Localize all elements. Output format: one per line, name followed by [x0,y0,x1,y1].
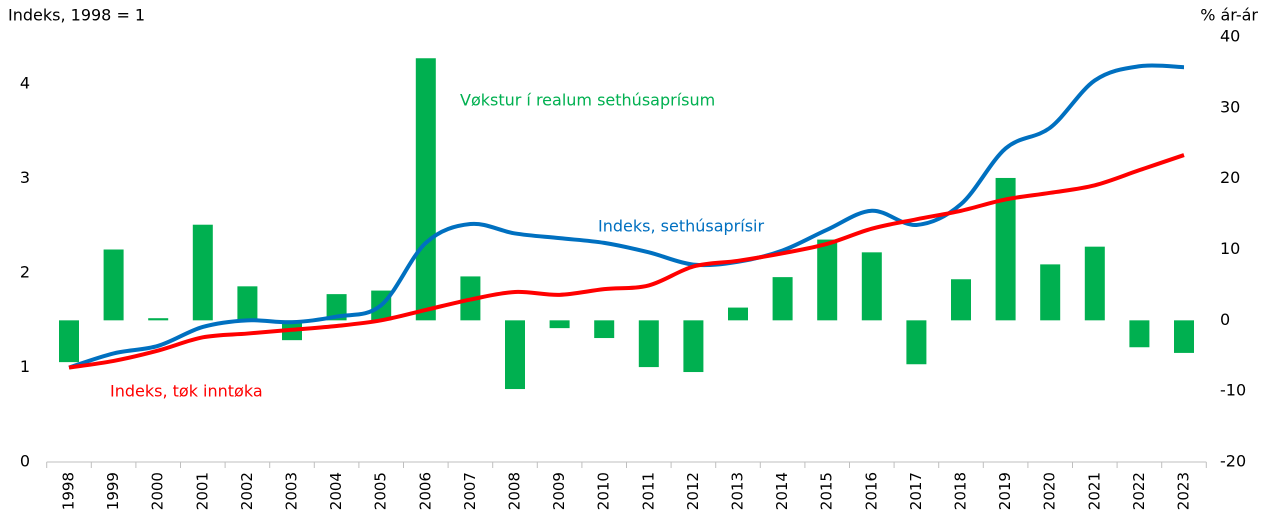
x-tick-label: 2014 [773,472,791,510]
bar [683,320,704,373]
bar [192,224,213,321]
x-tick-label: 2021 [1085,472,1103,510]
x-tick-label: 2004 [327,472,345,510]
y-tick-label: 1 [20,357,30,376]
x-tick-label: 2010 [595,472,613,510]
x-tick-label: 1998 [60,472,78,510]
x-tick-label: 2018 [952,472,970,510]
x-tick-label: 2007 [461,472,479,510]
x-tick-label: 2017 [907,472,925,510]
y2-tick-label: 0 [1220,310,1230,329]
bar [415,58,436,321]
y2-tick-label: 30 [1220,97,1240,116]
bar [728,307,748,321]
bar [326,294,347,321]
bar [549,320,570,329]
line [68,153,1185,370]
bar [103,249,124,321]
x-tick-label: 2006 [416,472,434,510]
y-tick-label: 4 [20,74,30,93]
y-axis-label: Indeks, 1998 = 1 [8,6,145,25]
bar [817,239,838,321]
y2-tick-label: -20 [1220,452,1246,471]
x-tick-label: 1999 [104,472,122,510]
series-label: Vøkstur í realum sethúsaprísum [460,91,715,110]
bar [638,320,659,368]
line [68,63,1185,370]
bar [237,286,258,321]
bar [59,320,79,363]
y2-tick-label: -10 [1220,381,1246,400]
x-tick-label: 2020 [1041,472,1059,510]
y2-tick-label: 40 [1220,27,1240,46]
bar [1084,246,1105,321]
bar [148,318,169,321]
x-tick-label: 2012 [684,472,702,510]
x-tick-label: 2001 [193,472,211,510]
bar [951,279,971,321]
y2-tick-label: 10 [1220,239,1240,258]
bar [772,277,793,321]
bar [995,177,1016,321]
x-tick-label: 2002 [238,472,256,510]
bar [1040,264,1061,321]
bar [861,252,882,321]
x-tick-label: 2009 [550,472,568,510]
x-tick-label: 2013 [729,472,747,510]
x-tick-label: 2011 [639,472,657,510]
y-tick-label: 0 [20,452,30,471]
x-tick-label: 2008 [506,472,524,510]
x-tick-label: 2003 [283,472,301,510]
x-tick-label: 2022 [1130,472,1148,510]
x-tick-label: 2019 [996,472,1014,510]
x-tick-label: 2015 [818,472,836,510]
x-tick-label: 2016 [862,472,880,510]
series-label: Indeks, sethúsaprísir [598,217,764,236]
x-tick-label: 2000 [149,472,167,510]
series-label: Indeks, tøk inntøka [110,382,263,401]
y2-axis-label: % ár-ár [1200,6,1258,25]
y-tick-label: 3 [20,168,30,187]
bar [1129,320,1150,348]
bar [906,320,927,365]
y2-tick-label: 20 [1220,168,1240,187]
x-tick-label: 2005 [372,472,390,510]
y-tick-label: 2 [20,263,30,282]
bar [1174,320,1194,353]
bar [505,320,525,390]
x-tick-label: 2023 [1175,472,1193,510]
bar [594,320,615,339]
